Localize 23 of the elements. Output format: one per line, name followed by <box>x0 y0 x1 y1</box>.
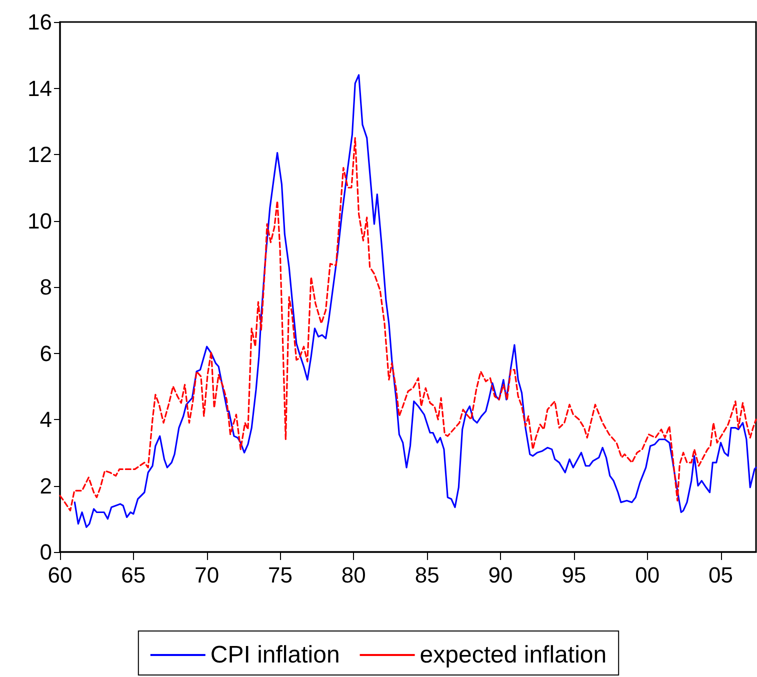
y-tick-label: 8 <box>40 274 52 300</box>
x-tick-label: 85 <box>414 562 440 588</box>
x-tick-label: 80 <box>341 562 366 588</box>
line-series <box>59 137 757 512</box>
line-series <box>74 74 757 528</box>
x-tick-label: 70 <box>194 562 220 588</box>
x-tick-label: 00 <box>635 562 660 588</box>
x-tick-label: 60 <box>48 562 72 588</box>
y-tick-label: 0 <box>40 540 52 564</box>
y-tick-label: 4 <box>40 407 52 432</box>
x-tick-label: 90 <box>488 562 513 588</box>
x-tick-label: 75 <box>268 562 292 588</box>
y-tick-label: 14 <box>28 76 52 101</box>
y-tick-label: 12 <box>28 142 52 167</box>
x-tick-label: 95 <box>562 562 586 588</box>
y-tick-label: 10 <box>28 208 52 234</box>
x-tick-label: 65 <box>121 562 146 588</box>
y-tick-label: 6 <box>40 340 52 366</box>
y-tick-label: 16 <box>28 10 52 34</box>
x-tick-label: 05 <box>708 562 733 588</box>
legend-label: CPI inflation <box>210 642 340 668</box>
y-tick-label: 2 <box>40 473 52 498</box>
legend-label: expected inflation <box>420 642 607 668</box>
